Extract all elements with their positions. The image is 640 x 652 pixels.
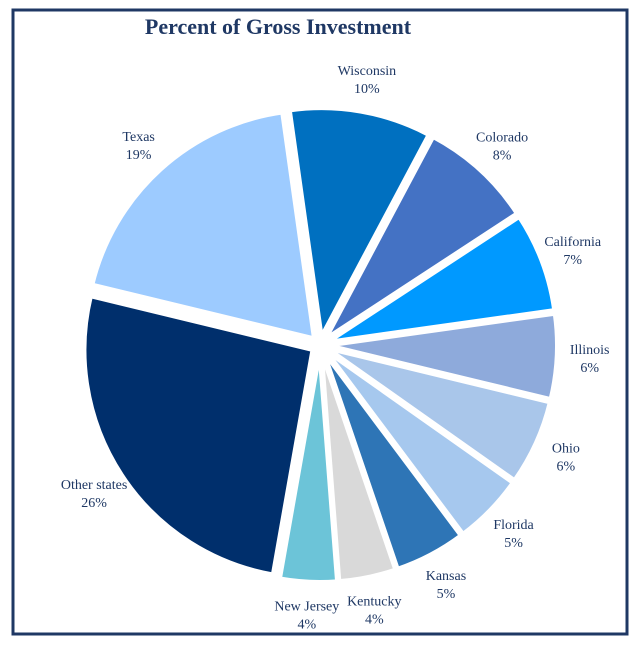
pie-slice (277, 353, 340, 584)
slice-value-label: 5% (504, 536, 523, 551)
slice-value-label: 7% (563, 253, 582, 268)
pie-slice (287, 106, 432, 343)
slice-value-label: 4% (365, 612, 384, 627)
slice-label: Kansas (426, 569, 466, 584)
slice-label: California (544, 235, 602, 250)
pie-slice (319, 353, 398, 584)
slice-value-label: 5% (437, 587, 456, 602)
slice-label: New Jersey (274, 600, 339, 615)
slice-label: Illinois (570, 343, 610, 358)
slice-value-label: 26% (81, 496, 107, 511)
slice-value-label: 6% (557, 460, 576, 475)
pie-slice (327, 346, 553, 483)
pie-slice (89, 110, 317, 341)
slice-label: Kentucky (347, 594, 401, 609)
pie-slice (327, 214, 557, 344)
pie-slice (324, 134, 520, 341)
slice-value-label: 8% (493, 149, 512, 164)
slice-label: Wisconsin (338, 64, 397, 79)
pie-slice (324, 349, 516, 537)
slice-label: Other states (61, 478, 127, 493)
pie-slice (82, 293, 315, 577)
chart-title: Percent of Gross Investment (145, 14, 412, 39)
pie-slice (328, 311, 559, 402)
slice-value-label: 10% (354, 82, 380, 97)
pie-slice (322, 351, 464, 572)
slice-value-label: 4% (297, 618, 316, 633)
slice-label: Texas (122, 130, 154, 145)
slice-value-label: 6% (580, 361, 599, 376)
slice-label: Florida (493, 518, 534, 533)
slice-label: Colorado (476, 131, 528, 146)
slice-label: Ohio (552, 442, 580, 457)
slice-value-label: 19% (126, 148, 152, 163)
